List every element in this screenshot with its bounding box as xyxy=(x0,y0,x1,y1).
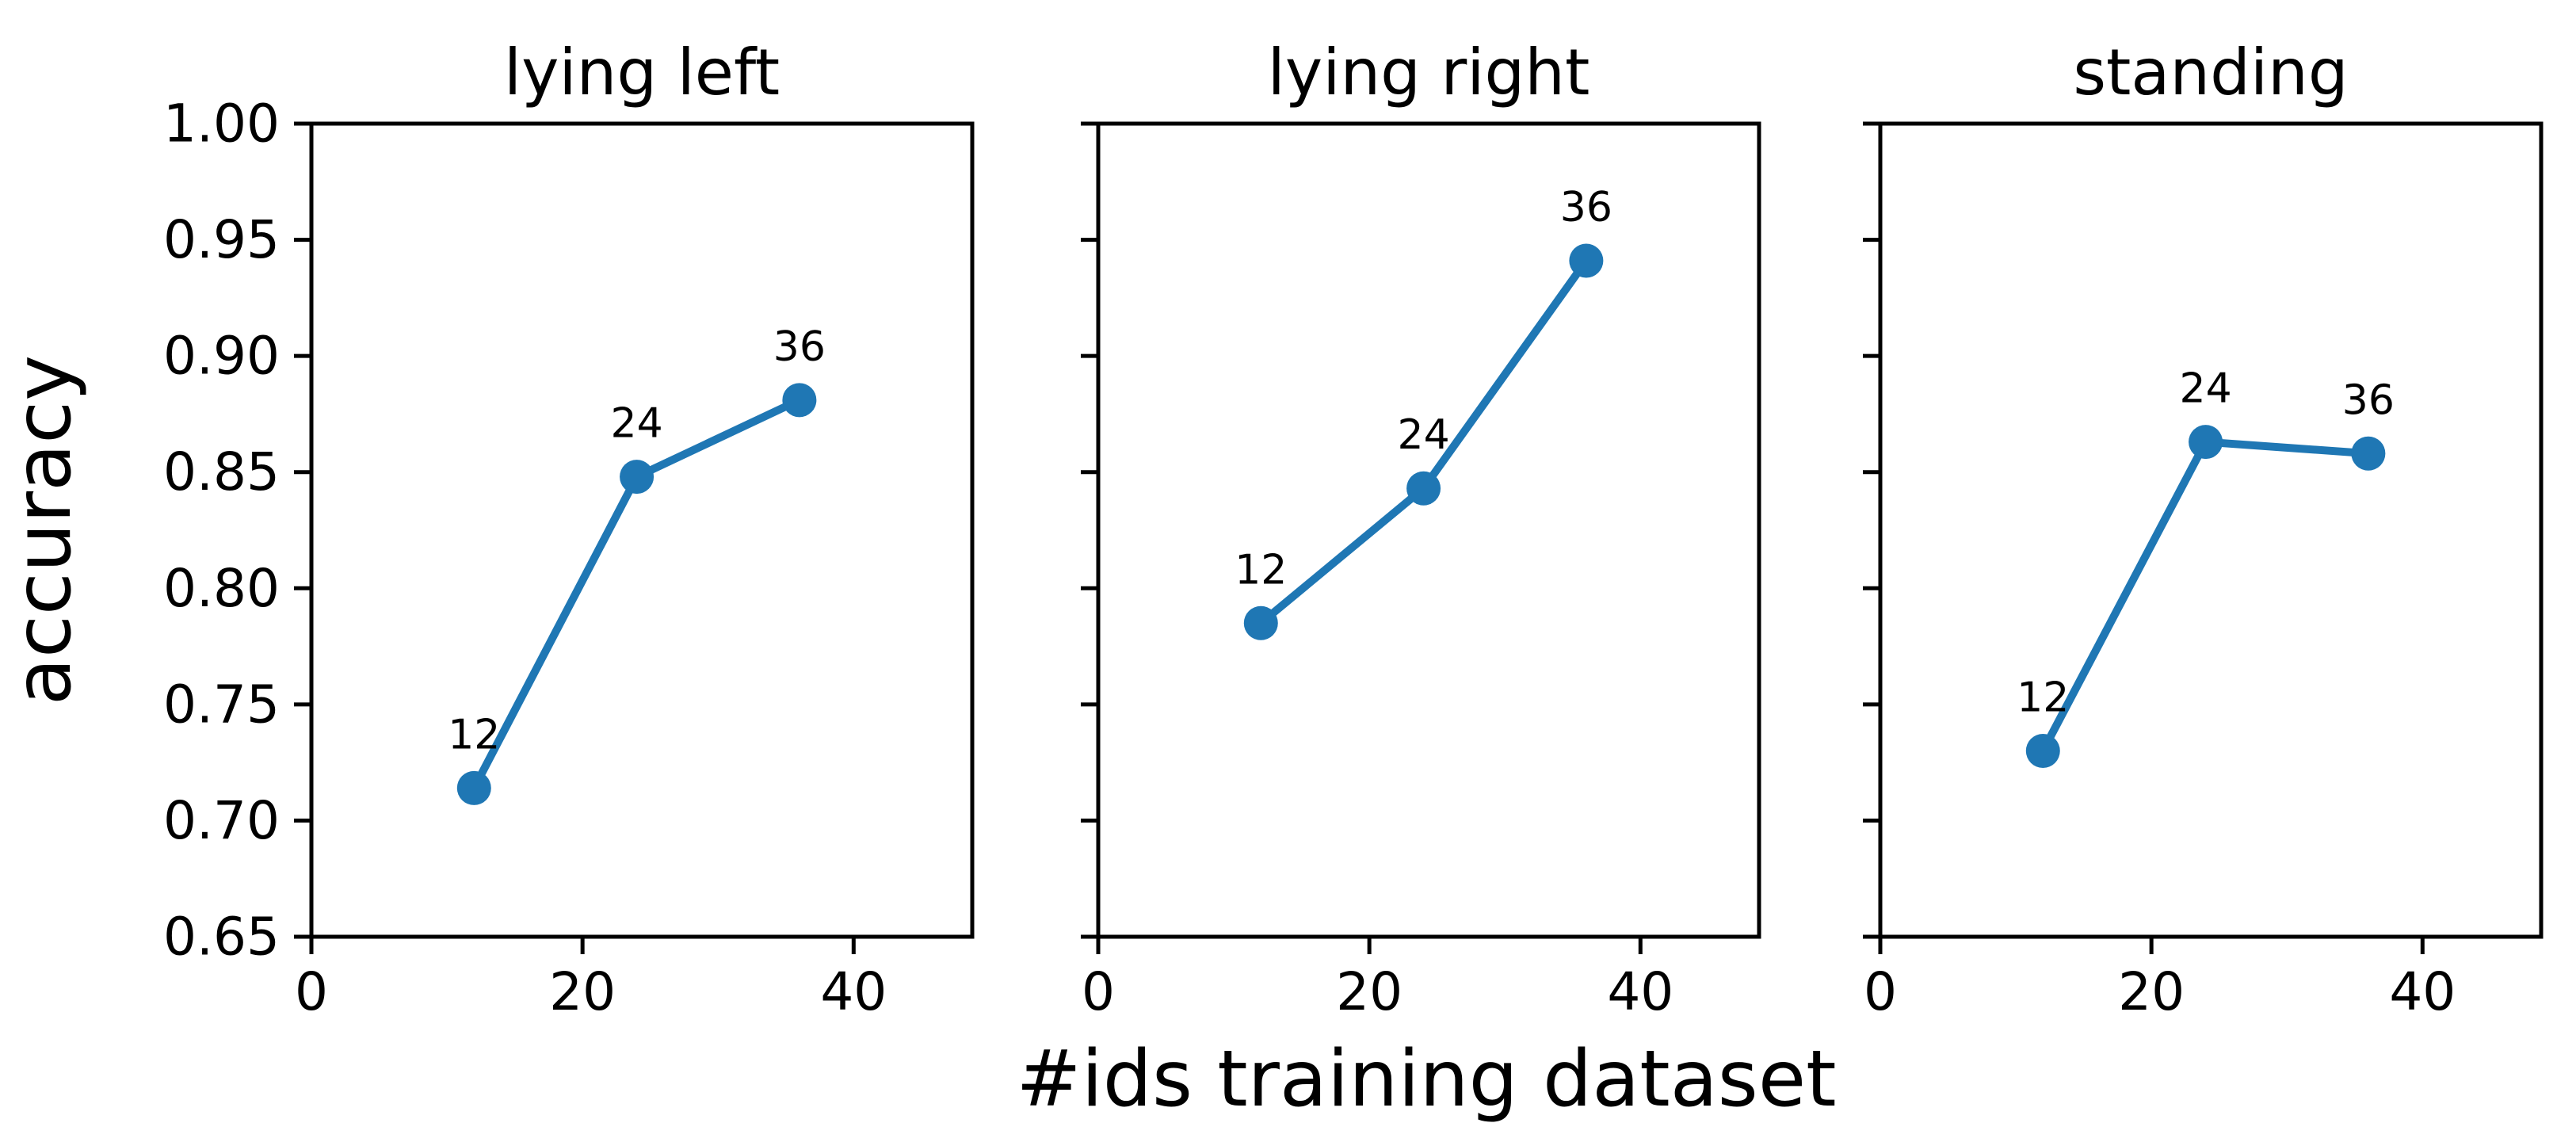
data-point-label: 36 xyxy=(2342,376,2395,424)
data-point-marker xyxy=(1406,471,1441,506)
y-tick-label: 0.85 xyxy=(163,441,280,502)
y-tick-label: 0.70 xyxy=(163,790,280,851)
x-tick-label: 20 xyxy=(2118,961,2185,1022)
data-point-marker xyxy=(456,770,491,805)
data-point-marker xyxy=(1243,605,1278,640)
data-point-label: 24 xyxy=(610,400,662,448)
axes-frame xyxy=(309,121,975,939)
subplot-title-lying-right: lying right xyxy=(1267,36,1590,109)
plot-area-lying-right: 0 20 40 12 24 36 xyxy=(1081,121,1761,1022)
data-point-marker xyxy=(1569,243,1604,278)
data-point-marker xyxy=(620,460,654,495)
plot-area-standing: 0 20 40 12 24 36 xyxy=(1863,121,2544,1022)
data-line xyxy=(470,395,803,793)
data-point-label: 36 xyxy=(1560,184,1612,231)
plot-area-lying-left: 0.65 0.70 0.75 0.80 0.85 0.90 0.95 1.00 0 20 40 12 2… xyxy=(163,94,975,1022)
y-tick-label: 0.75 xyxy=(163,674,280,735)
axes-frame xyxy=(1096,121,1761,939)
data-point-label: 12 xyxy=(1235,546,1287,594)
y-axis-label: accuracy xyxy=(0,354,89,706)
x-tick-label: 20 xyxy=(1336,961,1402,1022)
y-tick-label: 0.80 xyxy=(163,558,280,619)
x-tick-label: 0 xyxy=(295,961,328,1022)
data-point-label: 24 xyxy=(1397,411,1449,459)
x-tick-label: 40 xyxy=(1607,961,1673,1022)
data-point-marker xyxy=(782,383,817,418)
y-tick-label: 0.65 xyxy=(163,907,280,968)
data-point-marker xyxy=(2025,733,2060,768)
x-tick-label: 0 xyxy=(1864,961,1897,1022)
x-tick-label: 20 xyxy=(549,961,616,1022)
y-tick-label: 0.90 xyxy=(163,326,280,387)
axes-frame xyxy=(1878,121,2544,939)
subplot-title-standing: standing xyxy=(2073,36,2349,109)
data-line xyxy=(2039,437,2372,755)
subplot-title-lying-left: lying left xyxy=(503,36,780,109)
data-point-label: 24 xyxy=(2179,365,2231,413)
x-tick-label: 0 xyxy=(1082,961,1115,1022)
x-axis-label: #ids training dataset xyxy=(1016,1034,1837,1125)
y-tick-label: 0.95 xyxy=(163,209,280,270)
x-tick-label: 40 xyxy=(820,961,887,1022)
y-tick-label: 1.00 xyxy=(163,94,280,155)
data-point-label: 12 xyxy=(448,711,500,758)
data-point-label: 36 xyxy=(773,323,826,371)
x-tick-label: 40 xyxy=(2389,961,2456,1022)
data-point-label: 12 xyxy=(2017,674,2069,721)
data-point-marker xyxy=(2189,425,2223,460)
data-point-marker xyxy=(2351,436,2386,471)
